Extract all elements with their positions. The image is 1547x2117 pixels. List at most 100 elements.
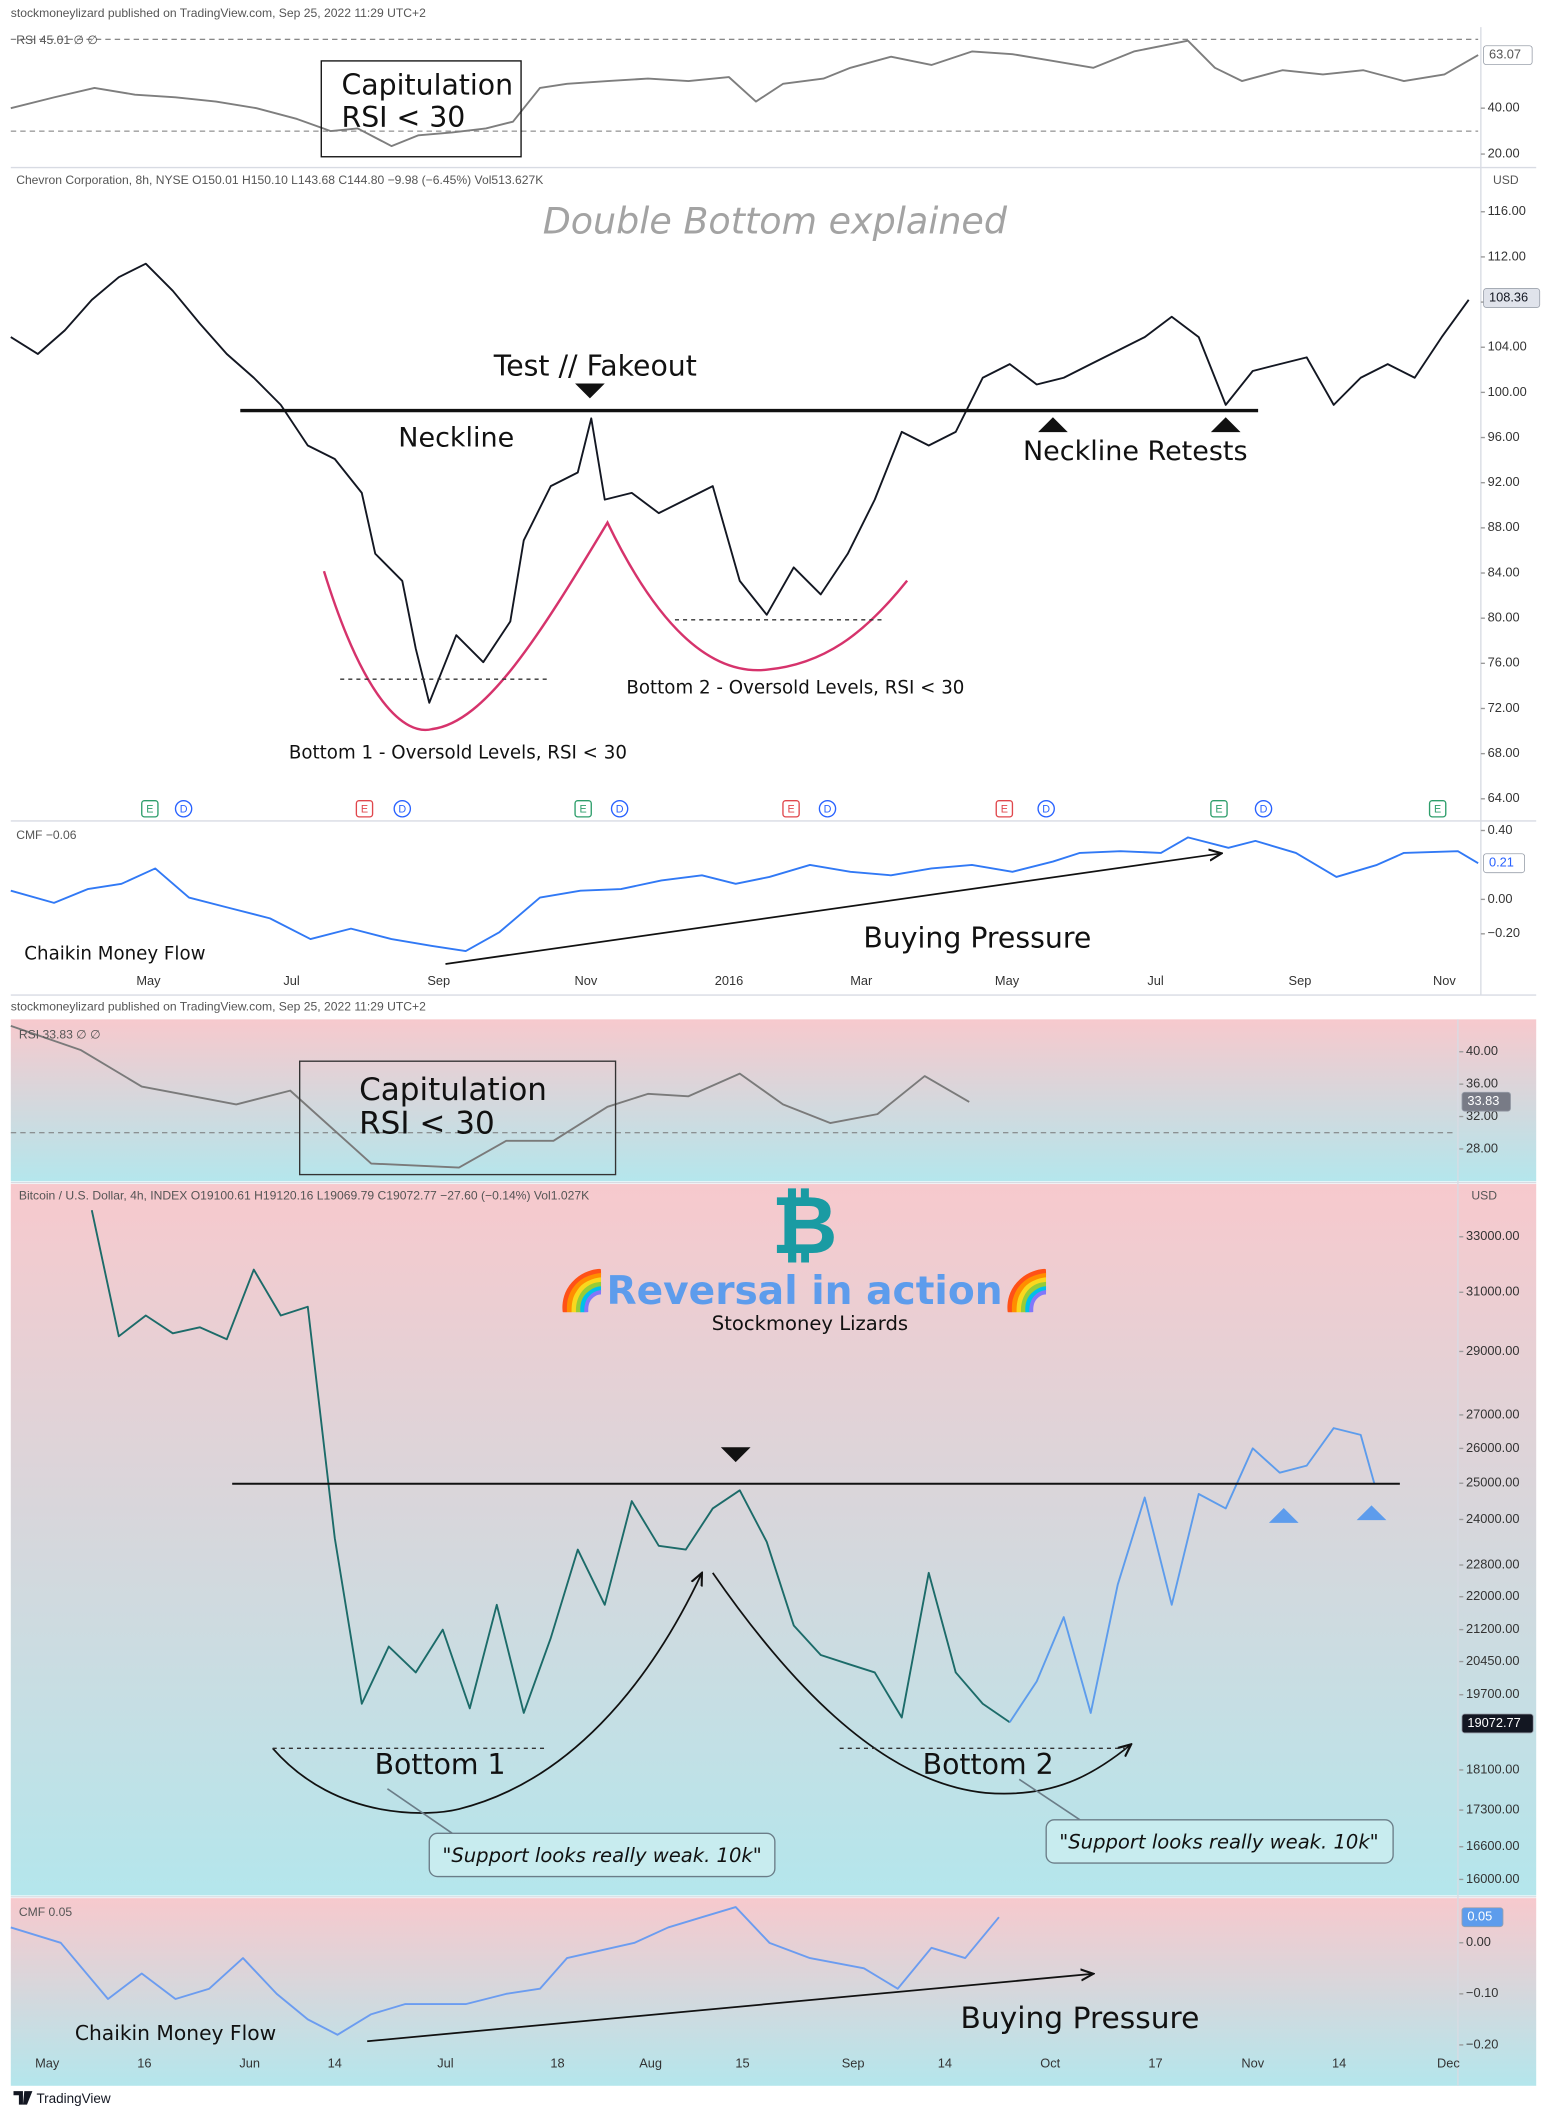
annotation: Capitulation (359, 1072, 547, 1108)
callout (1045, 1819, 1394, 1864)
marker (1038, 417, 1241, 433)
x-tick-label: 17 (1148, 2056, 1162, 2071)
annotation: Bottom 1 (375, 1748, 506, 1781)
event-marker (1428, 799, 1447, 818)
event-label: D (1260, 803, 1268, 815)
y-tick-label: 20.00 (1488, 145, 1520, 160)
event-label: E (580, 803, 587, 815)
y-tick-label: 22000.00 (1466, 1588, 1519, 1603)
last-value-label: 108.36 (1489, 289, 1528, 304)
y-tick-label: 19700.00 (1466, 1686, 1519, 1701)
y-tick-label: 28.00 (1466, 1140, 1498, 1155)
event-label: D (398, 803, 406, 815)
x-tick-label: 16 (137, 2056, 151, 2071)
y-tick-label: 76.00 (1488, 655, 1520, 670)
x-tick-label: May (35, 2056, 60, 2071)
y-tick-label: 31000.00 (1466, 1284, 1519, 1299)
y-tick-label: 84.00 (1488, 564, 1520, 579)
currency: USD (1493, 173, 1519, 187)
marker (720, 1447, 751, 1463)
y-tick-label: 17300.00 (1466, 1801, 1519, 1816)
y-tick-label: 68.00 (1488, 745, 1520, 760)
event-label: D (1042, 803, 1050, 815)
annotation: Buying Pressure (960, 2001, 1199, 2036)
currency: USD (1471, 1188, 1497, 1202)
event-label: D (616, 803, 624, 815)
chart-title: Double Bottom explained (543, 199, 1008, 242)
event-marker (1037, 799, 1055, 818)
panel-background (10, 1898, 1537, 2086)
series-line (90, 1210, 1011, 1724)
event-marker (1210, 799, 1228, 818)
x-tick-label: Jul (437, 2056, 453, 2071)
annotation: Chaikin Money Flow (24, 944, 205, 965)
event-label: D (824, 803, 832, 815)
x-tick-label: 14 (938, 2056, 952, 2071)
annotation: RSI < 30 (342, 101, 466, 134)
event-label: E (361, 803, 368, 815)
marker (575, 383, 605, 399)
chart-subtitle: Stockmoney Lizards (712, 1312, 908, 1335)
x-tick-label: Jun (239, 2056, 260, 2071)
panel-background (10, 1184, 1537, 1896)
arrow (367, 1974, 1093, 2043)
event-marker (174, 799, 193, 818)
annotation: RSI < 30 (359, 1106, 495, 1142)
legend: RSI 33.83 ∅ ∅ (19, 1028, 101, 1042)
annotation: Neckline Retests (1023, 436, 1248, 467)
event-marker (610, 799, 629, 818)
event-marker (141, 799, 159, 818)
series-line (10, 39, 1479, 148)
callout (428, 1832, 776, 1878)
y-tick-label: 29000.00 (1466, 1343, 1519, 1358)
last-value-label: 19072.77 (1467, 1715, 1520, 1730)
y-tick-label: 0.40 (1488, 822, 1513, 837)
x-tick-label: Oct (1040, 2056, 1060, 2071)
annotation: Bottom 2 (923, 1748, 1054, 1781)
event-marker (1254, 799, 1273, 818)
y-tick-label: 80.00 (1488, 610, 1520, 625)
y-tick-label: 112.00 (1488, 248, 1526, 263)
event-label: E (1434, 803, 1441, 815)
event-label: E (146, 803, 153, 815)
last-value-tag (1461, 1091, 1511, 1112)
x-tick-label: Sep (842, 2056, 865, 2071)
x-tick-label: Nov (1433, 973, 1456, 988)
event-marker (574, 799, 592, 818)
legend: Chevron Corporation, 8h, NYSE O150.01 H1… (16, 173, 543, 187)
x-tick-label: 2016 (715, 973, 744, 988)
cup-curve (272, 1573, 702, 1814)
y-tick-label: 64.00 (1488, 790, 1520, 805)
y-tick-label: 27000.00 (1466, 1406, 1519, 1421)
x-tick-label: Dec (1437, 2056, 1460, 2071)
header: stockmoneylizard published on TradingVie… (11, 999, 426, 1013)
y-tick-label: 20450.00 (1466, 1653, 1519, 1668)
series-line (10, 1906, 1000, 2036)
y-tick-label: 32.00 (1466, 1108, 1498, 1123)
y-tick-label: 26000.00 (1466, 1440, 1519, 1455)
marker (1268, 1505, 1387, 1523)
last-value-label: 0.05 (1467, 1909, 1492, 1924)
legend: Bitcoin / U.S. Dollar, 4h, INDEX O19100.… (19, 1188, 589, 1202)
y-tick-label: 21200.00 (1466, 1621, 1519, 1636)
x-tick-label: Sep (427, 973, 450, 988)
event-label: E (787, 803, 794, 815)
annotation: Capitulation (342, 69, 514, 102)
y-tick-label: 18100.00 (1466, 1761, 1519, 1776)
y-tick-label: 33000.00 (1466, 1228, 1519, 1243)
last-value-label: 0.21 (1489, 855, 1514, 870)
last-value-tag (1461, 1907, 1504, 1928)
event-marker (782, 799, 800, 818)
last-value-tag (1483, 853, 1525, 874)
chart-layer: 20.00 40.00 63.07 64.00 68.00 72.00 76.00 80.00… (10, 38, 1541, 2071)
header: stockmoneylizard published on TradingVie… (11, 6, 426, 20)
y-tick-label: −0.20 (1466, 2036, 1498, 2051)
x-tick-label: Nov (1241, 2056, 1264, 2071)
arrow (445, 853, 1221, 965)
annotation: Buying Pressure (863, 922, 1091, 955)
legend: CMF 0.05 (19, 1905, 72, 1919)
series-line (10, 262, 1470, 704)
series-line (1008, 1427, 1376, 1723)
